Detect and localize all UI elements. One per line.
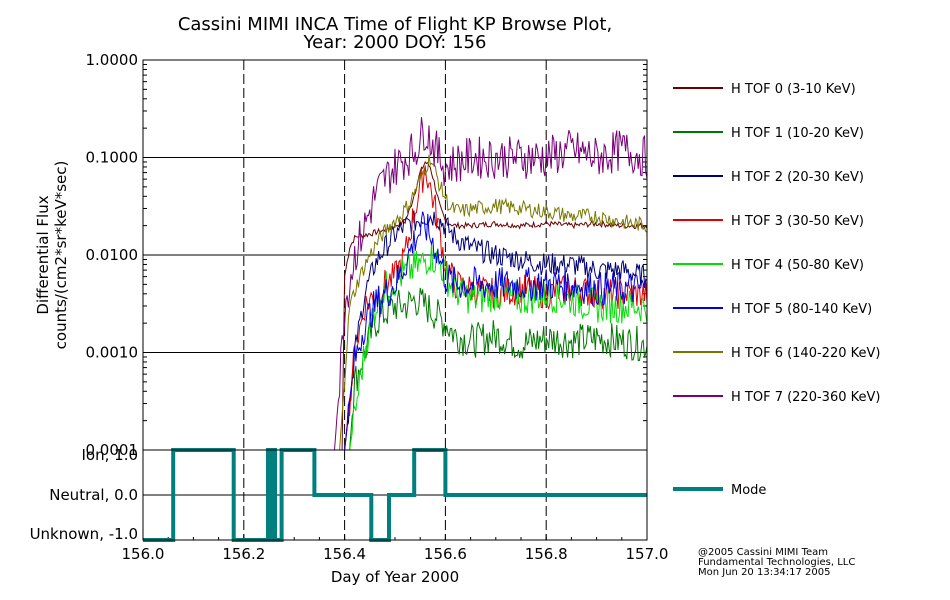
flux-panel: 1.0000 0.1000 0.0100 0.0010 0.0001 — [86, 51, 648, 459]
mode-panel: Ion, 1.0 Neutral, 0.0 Unknown, -1.0 156.0 15… — [30, 446, 669, 563]
x-tick-label: 156.6 — [424, 545, 467, 563]
series-line-tof-5 — [344, 211, 648, 451]
chart-subtitle: Year: 2000 DOY: 156 — [303, 32, 487, 53]
legend-label-tof-1: H TOF 1 (10-20 KeV) — [731, 126, 864, 141]
legend-label-tof-0: H TOF 0 (3-10 KeV) — [731, 82, 856, 97]
legend-label-tof-6: H TOF 6 (140-220 KeV) — [731, 346, 880, 361]
x-tick-label: 156.8 — [525, 545, 568, 563]
y-axis-label-line1: Differential Flux — [34, 195, 52, 314]
legend-label-tof-2: H TOF 2 (20-30 KeV) — [731, 170, 864, 185]
x-tick-label: 156.2 — [222, 545, 265, 563]
credit-line-1: @2005 Cassini MIMI Team — [698, 547, 828, 558]
series-line-tof-6 — [339, 154, 648, 451]
legend-label-tof-4: H TOF 4 (50-80 KeV) — [731, 258, 864, 273]
series-line-tof-1 — [349, 287, 648, 451]
x-axis-label: Day of Year 2000 — [331, 568, 459, 586]
flux-y-tick-label: 0.0010 — [86, 344, 139, 362]
flux-y-tick-label: 0.0001 — [86, 441, 139, 459]
mode-y-tick-label: Neutral, 0.0 — [49, 486, 138, 504]
series-line-tof-2 — [344, 210, 648, 451]
chart-title: Cassini MIMI INCA Time of Flight KP Brow… — [178, 14, 612, 35]
legend-label-tof-5: H TOF 5 (80-140 KeV) — [731, 302, 872, 317]
series-line-tof-7 — [334, 117, 648, 451]
flux-y-tick-label: 0.1000 — [86, 149, 139, 167]
credit-line-2: Fundamental Technologies, LLC — [698, 557, 855, 568]
mode-y-tick-label: Ion, 1.0 — [82, 446, 139, 464]
credit-line-3: Mon Jun 20 13:34:17 2005 — [698, 567, 831, 578]
legend: H TOF 0 (3-10 KeV) H TOF 1 (10-20 KeV) H T… — [673, 82, 880, 498]
x-tick-label: 156.4 — [323, 545, 366, 563]
flux-y-tick-label: 0.0100 — [86, 246, 139, 264]
legend-label-mode: Mode — [731, 483, 766, 498]
legend-label-tof-7: H TOF 7 (220-360 KeV) — [731, 390, 880, 405]
x-tick-label: 156.0 — [122, 545, 165, 563]
legend-label-tof-3: H TOF 3 (30-50 KeV) — [731, 214, 864, 229]
flux-y-tick-label: 1.0000 — [86, 51, 139, 69]
series-line-tof-3 — [344, 165, 648, 451]
mode-y-tick-label: Unknown, -1.0 — [30, 525, 138, 543]
x-tick-label: 157.0 — [626, 545, 669, 563]
mode-plot-frame — [142, 449, 648, 541]
y-axis-label-line2: counts/(cm2*sr*keV*sec) — [52, 161, 70, 350]
